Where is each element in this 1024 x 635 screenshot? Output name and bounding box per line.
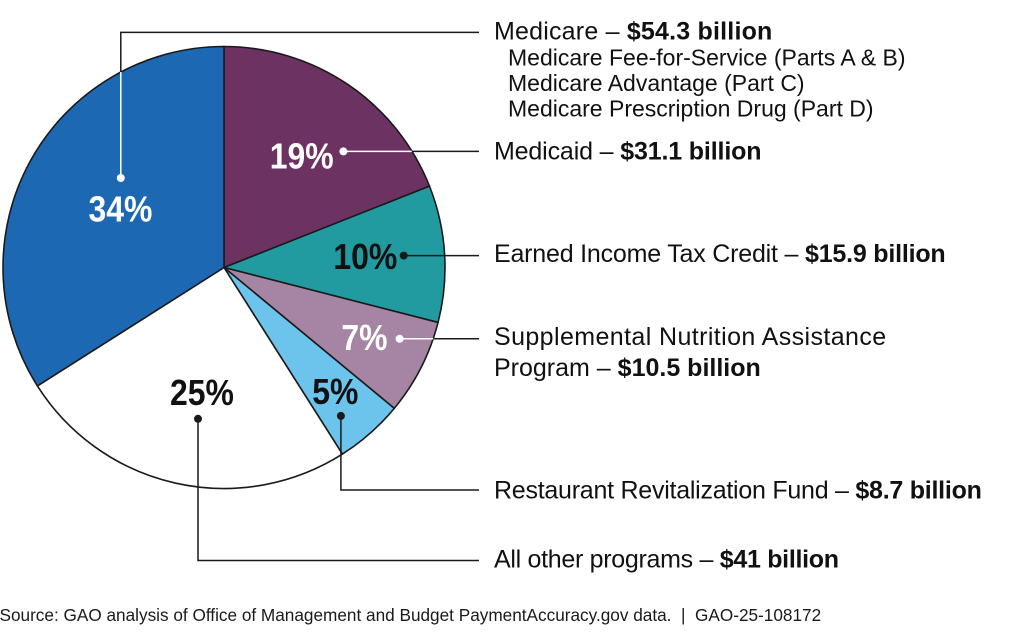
svg-text:5%: 5% <box>312 372 358 412</box>
svg-text:Medicare Fee-for-Service (Part: Medicare Fee-for-Service (Parts A & B) <box>508 44 906 70</box>
svg-text:Medicaid – $31.1 billion: Medicaid – $31.1 billion <box>494 137 761 165</box>
svg-text:19%: 19% <box>270 136 334 176</box>
svg-text:Program – $10.5 billion: Program – $10.5 billion <box>494 354 761 382</box>
svg-text:Medicare Advantage (Part C): Medicare Advantage (Part C) <box>508 70 805 96</box>
svg-text:All other programs – $41 billi: All other programs – $41 billion <box>494 545 839 573</box>
svg-text:Medicare Prescription Drug (Pa: Medicare Prescription Drug (Part D) <box>508 96 874 122</box>
svg-text:25%: 25% <box>170 373 234 413</box>
svg-text:Supplemental Nutrition Assista: Supplemental Nutrition Assistance <box>494 323 887 351</box>
svg-text:Earned Income Tax Credit – $15: Earned Income Tax Credit – $15.9 billion <box>494 240 946 268</box>
svg-text:7%: 7% <box>341 318 387 358</box>
svg-text:34%: 34% <box>89 189 153 229</box>
svg-text:Restaurant Revitalization Fund: Restaurant Revitalization Fund – $8.7 bi… <box>494 476 982 504</box>
svg-text:Medicare – $54.3 billion: Medicare – $54.3 billion <box>494 18 773 46</box>
svg-text:10%: 10% <box>333 237 397 277</box>
svg-text:Source: GAO analysis of Office: Source: GAO analysis of Office of Manage… <box>0 605 821 625</box>
